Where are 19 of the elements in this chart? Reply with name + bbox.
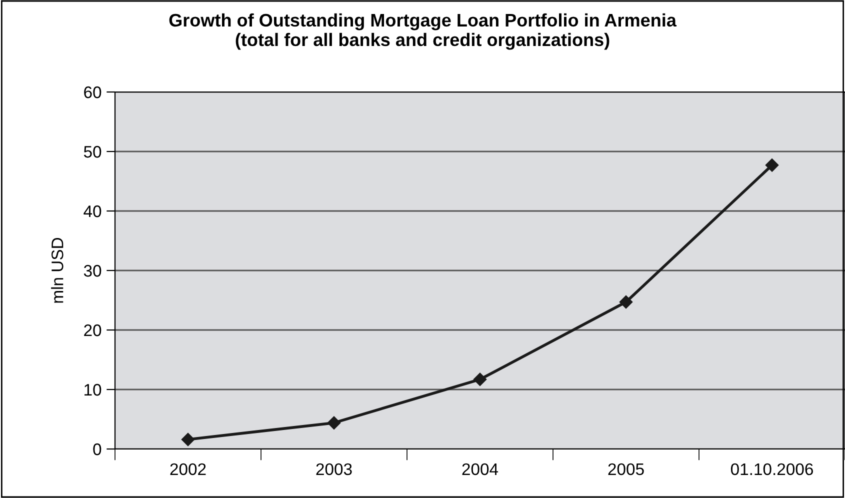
point	[181, 432, 195, 446]
x-tick-label: 2002	[170, 463, 206, 476]
point	[473, 372, 487, 386]
chart-title: Growth of Outstanding Mortgage Loan Portfolio in Armenia (total for all banks and credit organizations)	[169, 13, 677, 50]
y-axis-title: mln USD	[51, 238, 64, 303]
point	[765, 158, 779, 172]
x-tick-label: 2005	[608, 463, 644, 476]
point	[327, 416, 341, 430]
point	[619, 295, 633, 309]
y-tick-label: 60	[84, 86, 102, 98]
y-tick-label: 20	[84, 324, 102, 336]
y-tick-label: 50	[84, 146, 102, 158]
y-tick-label: 30	[84, 264, 102, 277]
x-tick-label: 01.10.2006	[730, 463, 813, 476]
y-tick-label: 10	[84, 384, 102, 396]
y-tick-label: 0	[93, 443, 102, 456]
x-tick-label: 2004	[462, 463, 498, 476]
y-tick-label: 40	[84, 205, 102, 218]
x-tick-label: 2003	[316, 463, 352, 476]
